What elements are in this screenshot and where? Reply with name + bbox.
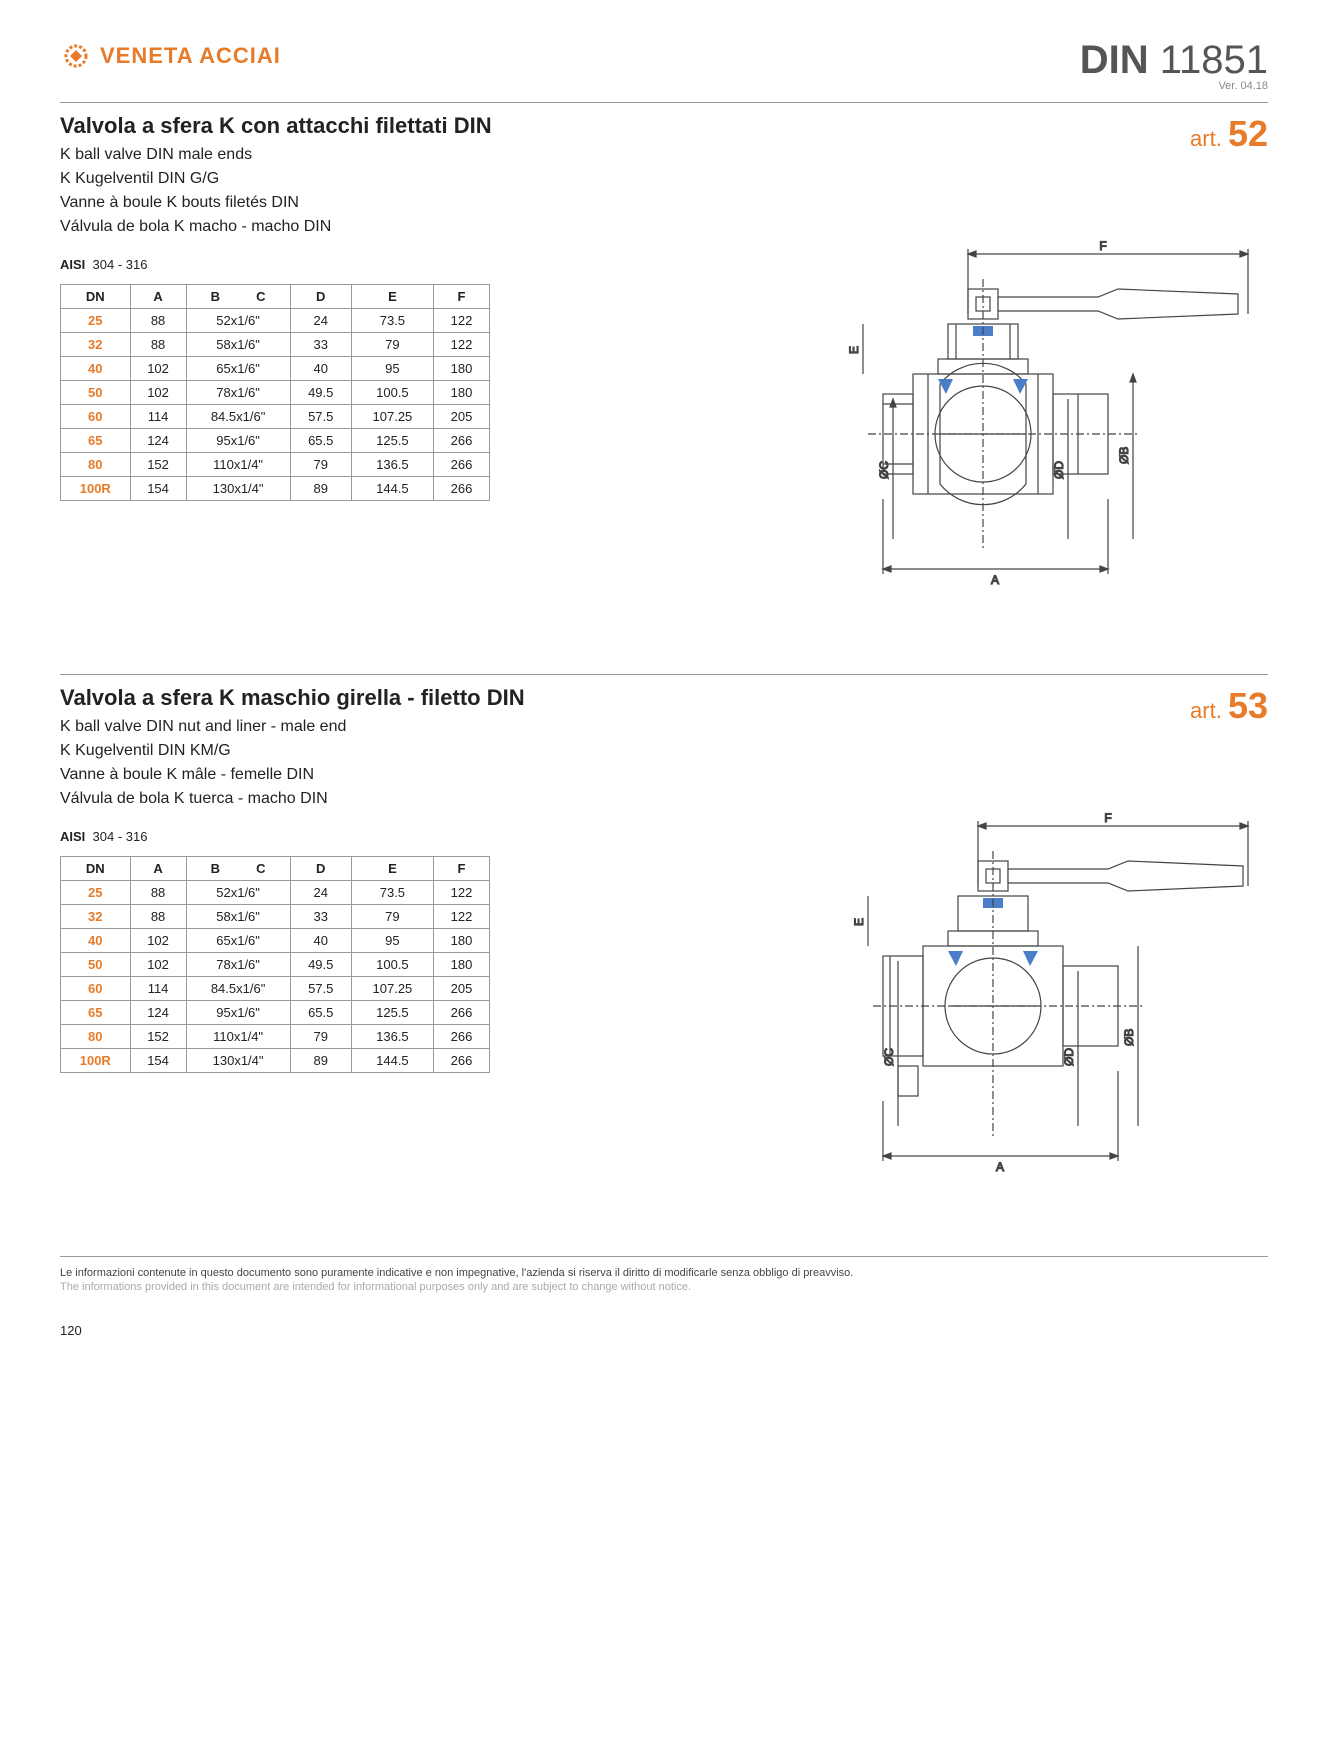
section1-body: AISI 304 - 316 DNA B CD EF 258852x1/6"24… [60,239,1268,604]
valve-diagram-52: F [838,239,1268,599]
table-row: 100R154130x1/4"89144.5266 [61,1049,490,1073]
table-header-row: DNA B CD EF [61,857,490,881]
section1-sub1: K Kugelventil DIN G/G [60,167,540,191]
svg-text:ØB: ØB [1117,447,1131,464]
table-row: 258852x1/6"2473.5122 [61,881,490,905]
section2-title: Valvola a sfera K maschio girella - file… [60,685,540,711]
svg-text:ØB: ØB [1122,1029,1136,1046]
table-row: 5010278x1/6"49.5100.5180 [61,381,490,405]
table-header-row: DNA B CD EF [61,285,490,309]
svg-text:ØC: ØC [882,1048,896,1066]
table-row: 6512495x1/6"65.5125.5266 [61,429,490,453]
table-row: 6011484.5x1/6"57.5107.25205 [61,405,490,429]
table-row: 6011484.5x1/6"57.5107.25205 [61,977,490,1001]
svg-text:ØD: ØD [1052,461,1066,479]
table-row: 4010265x1/6"4095180 [61,357,490,381]
mid-rule [60,674,1268,675]
section2-header: Valvola a sfera K maschio girella - file… [60,685,1268,811]
article-52: art. 52 [1190,113,1268,155]
section1-header: Valvola a sfera K con attacchi filettati… [60,113,1268,239]
section2-sub3: Válvula de bola K tuerca - macho DIN [60,787,540,811]
svg-text:A: A [991,573,999,587]
valve-diagram-53: F [838,811,1268,1191]
article-53: art. 53 [1190,685,1268,727]
table-52: DNA B CD EF 258852x1/6"2473.5122328858x1… [60,284,490,501]
section2-sub2: Vanne à boule K mâle - femelle DIN [60,763,540,787]
svg-text:ØC: ØC [877,461,891,479]
section1-sub0: K ball valve DIN male ends [60,143,540,167]
brand-text: VENETA ACCIAI [100,43,281,69]
din-block: DIN 11851 Ver. 04.18 [1080,40,1268,92]
brand-logo: VENETA ACCIAI [60,40,281,72]
svg-text:A: A [996,1160,1004,1174]
disclaimer-en: The informations provided in this docume… [60,1281,1268,1293]
section1-sub2: Vanne à boule K bouts filetés DIN [60,191,540,215]
section1-title: Valvola a sfera K con attacchi filettati… [60,113,540,139]
din-label: DIN [1080,38,1149,82]
table-row: 80152110x1/4"79136.5266 [61,453,490,477]
table-row: 5010278x1/6"49.5100.5180 [61,953,490,977]
disclaimer-it: Le informazioni contenute in questo docu… [60,1267,1268,1279]
header-rule [60,102,1268,103]
table-row: 328858x1/6"3379122 [61,905,490,929]
aisi-2: AISI 304 - 316 [60,829,540,844]
svg-text:ØD: ØD [1062,1048,1076,1066]
din-number: 11851 [1160,38,1268,82]
section2-body: AISI 304 - 316 DNA B CD EF 258852x1/6"24… [60,811,1268,1196]
svg-text:E: E [852,918,866,926]
section2-sub0: K ball valve DIN nut and liner - male en… [60,715,540,739]
svg-text:F: F [1104,811,1111,825]
svg-text:E: E [847,346,861,354]
table-row: 328858x1/6"3379122 [61,333,490,357]
table-row: 6512495x1/6"65.5125.5266 [61,1001,490,1025]
aisi-1: AISI 304 - 316 [60,257,540,272]
section2-sub1: K Kugelventil DIN KM/G [60,739,540,763]
table-row: 100R154130x1/4"89144.5266 [61,477,490,501]
table-row: 80152110x1/4"79136.5266 [61,1025,490,1049]
svg-text:F: F [1099,239,1106,253]
footer-rule [60,1256,1268,1257]
page-number: 120 [60,1323,1268,1338]
section1-sub3: Válvula de bola K macho - macho DIN [60,215,540,239]
page-header: VENETA ACCIAI DIN 11851 Ver. 04.18 [60,40,1268,92]
gear-icon [60,40,92,72]
table-53: DNA B CD EF 258852x1/6"2473.5122328858x1… [60,856,490,1073]
table-row: 258852x1/6"2473.5122 [61,309,490,333]
table-row: 4010265x1/6"4095180 [61,929,490,953]
